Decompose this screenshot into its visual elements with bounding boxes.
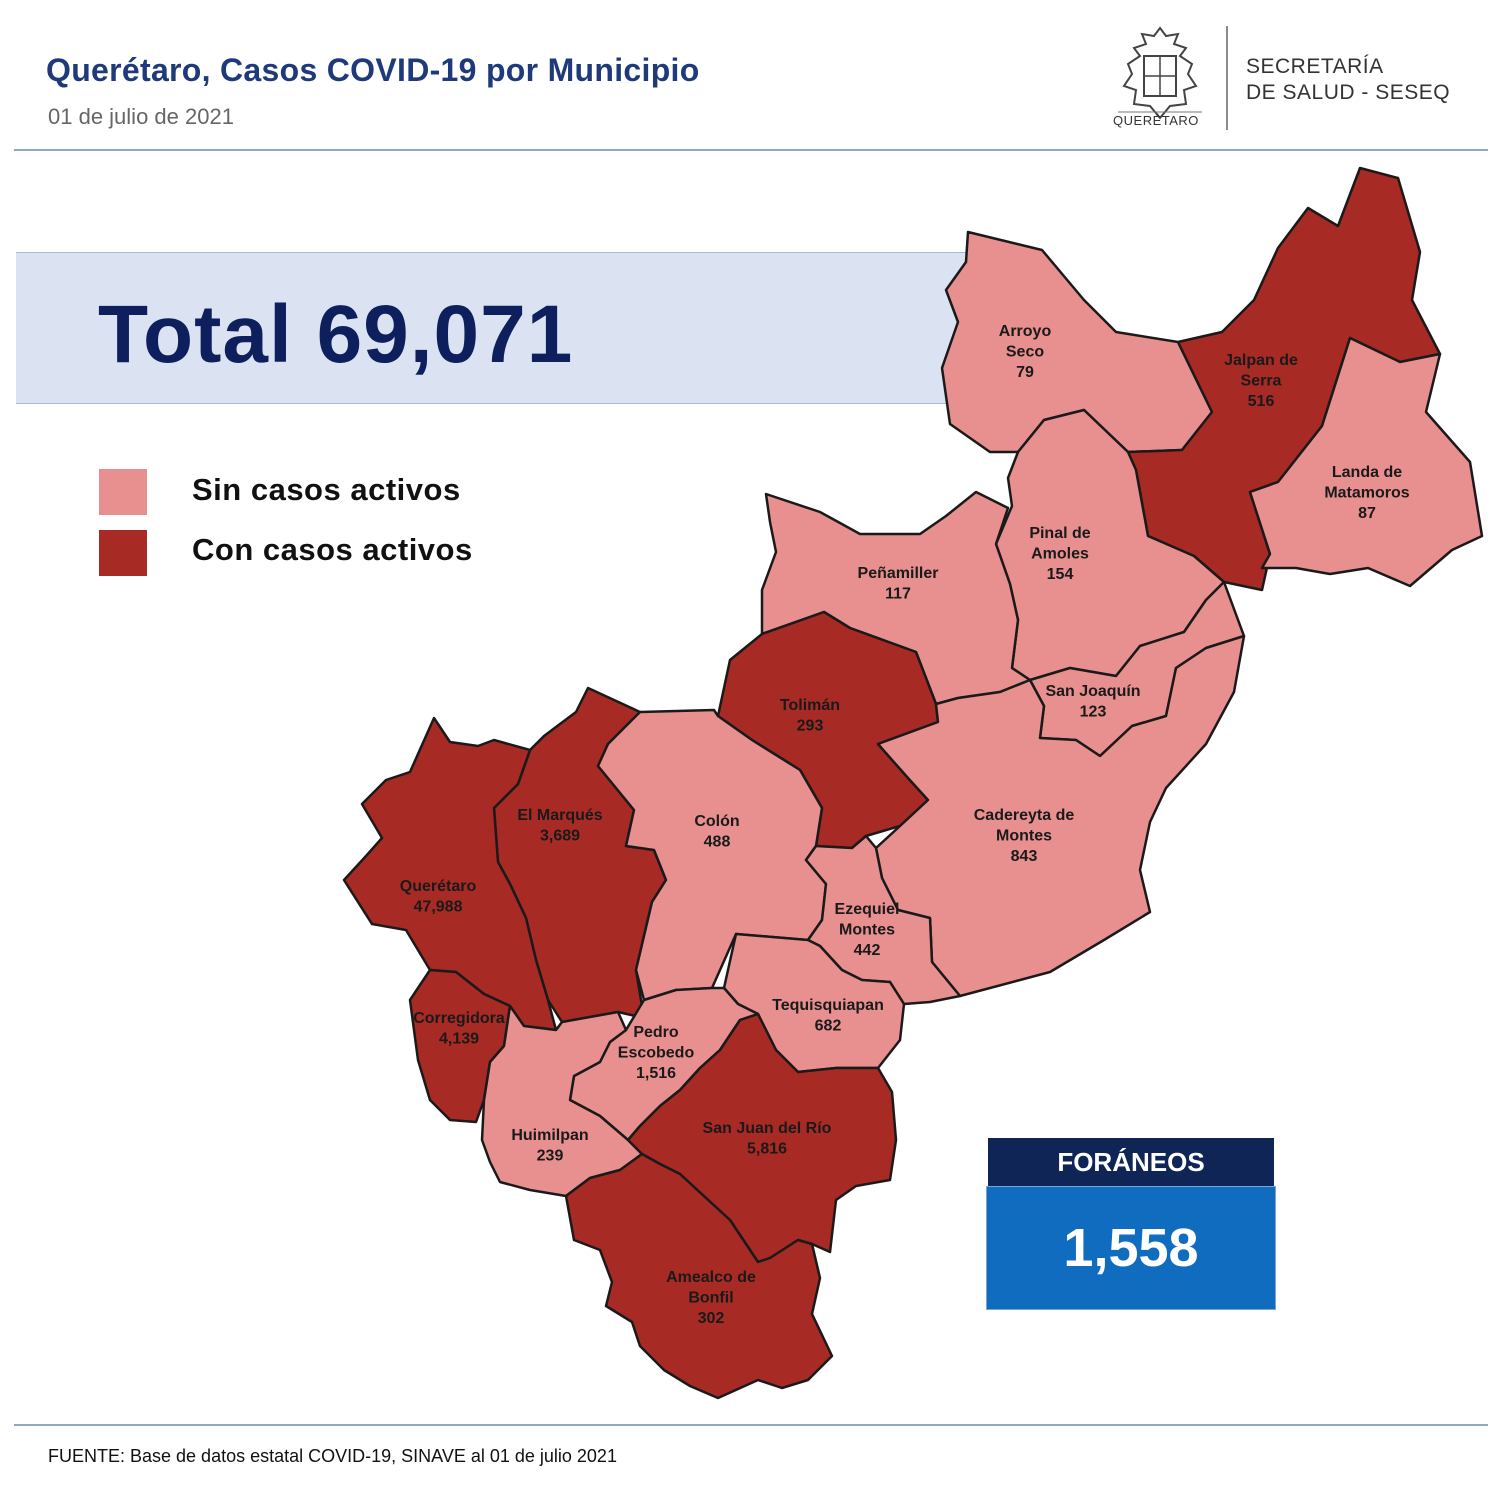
- foraneos-label: FORÁNEOS: [988, 1138, 1274, 1186]
- municipio-region-jalpan: [1126, 166, 1442, 592]
- municipio-label-colon: Colón 488: [694, 813, 739, 851]
- municipio-label-line: Bonfil: [688, 1290, 733, 1307]
- header-rule: [14, 149, 1488, 151]
- municipio-label-line: Ezequiel: [835, 901, 900, 918]
- municipio-label-line: Colón: [694, 813, 739, 830]
- municipio-label-line: Tequisquiapan: [772, 997, 884, 1014]
- municipio-label-line: 5,816: [747, 1141, 787, 1158]
- municipio-label-line: San Juan del Río: [703, 1120, 832, 1137]
- municipio-label-line: El Marqués: [517, 807, 602, 824]
- legend-label-con-casos: Con casos activos: [192, 532, 473, 567]
- municipio-label-line: Arroyo: [999, 323, 1052, 340]
- municipio-label-line: Corregidora: [413, 1010, 505, 1027]
- legend-label-sin-casos: Sin casos activos: [192, 472, 461, 507]
- legend-swatch-sin-casos: [99, 469, 147, 515]
- municipio-label-san-joaquin: San Joaquín 123: [1045, 683, 1140, 721]
- legend-swatch-con-casos: [99, 530, 147, 576]
- municipio-region-amealco: [564, 1152, 834, 1400]
- foraneos-value: 1,558: [986, 1186, 1276, 1310]
- municipio-label-line: Montes: [996, 828, 1052, 845]
- municipio-label-arroyo-seco: Arroyo Seco 79: [999, 323, 1052, 381]
- municipio-label-line: 1,516: [636, 1065, 676, 1082]
- municipio-label-line: 87: [1358, 505, 1376, 522]
- municipio-label-line: Amealco de: [666, 1269, 756, 1286]
- total-band: [16, 252, 1006, 404]
- municipio-label-line: Montes: [839, 922, 895, 939]
- report-date: 01 de julio de 2021: [48, 104, 234, 129]
- page-title: Querétaro, Casos COVID-19 por Municipio: [46, 52, 700, 88]
- municipio-label-line: 47,988: [414, 899, 463, 916]
- total-cases: Total 69,071: [98, 289, 574, 380]
- municipio-label-tequisquiapan: Tequisquiapan 682: [772, 997, 884, 1035]
- municipio-label-line: Pedro: [633, 1024, 679, 1041]
- source-note: FUENTE: Base de datos estatal COVID-19, …: [48, 1446, 617, 1466]
- municipio-label-line: 302: [698, 1310, 725, 1327]
- footer-rule: [14, 1424, 1488, 1426]
- municipio-label-line: 516: [1248, 393, 1275, 410]
- municipio-label-line: Escobedo: [618, 1045, 695, 1062]
- municipio-label-line: 4,139: [439, 1031, 479, 1048]
- municipio-label-line: Landa de: [1332, 464, 1402, 481]
- header-divider: [1226, 26, 1228, 130]
- municipio-label-jalpan: Jalpan de Serra 516: [1224, 352, 1298, 410]
- logo-caption: QUERÉTARO: [1113, 113, 1199, 128]
- municipio-label-line: Jalpan de: [1224, 352, 1298, 369]
- municipio-label-pinal: Pinal de Amoles 154: [1029, 525, 1090, 583]
- municipio-label-line: Serra: [1241, 373, 1282, 390]
- secretaria-line-1: SECRETARÍA: [1246, 55, 1384, 78]
- municipio-label-line: 293: [797, 718, 824, 735]
- municipio-label-line: 154: [1047, 566, 1074, 583]
- municipio-label-line: Matamoros: [1324, 485, 1409, 502]
- municipio-label-line: 843: [1011, 848, 1038, 865]
- municipio-label-line: 123: [1080, 704, 1107, 721]
- municipio-label-huimilpan: Huimilpan 239: [511, 1127, 588, 1165]
- municipio-label-line: 442: [854, 942, 881, 959]
- municipio-label-line: Amoles: [1031, 546, 1089, 563]
- municipio-label-line: 3,689: [540, 828, 580, 845]
- municipio-label-san-juan: San Juan del Río 5,816: [703, 1120, 832, 1158]
- municipio-label-pedro-escobedo: Pedro Escobedo 1,516: [618, 1024, 695, 1082]
- municipio-label-corregidora: Corregidora 4,139: [413, 1010, 505, 1048]
- municipio-label-line: Cadereyta de: [974, 807, 1075, 824]
- municipio-label-cadereyta: Cadereyta de Montes 843: [974, 807, 1075, 865]
- municipio-label-line: Seco: [1006, 344, 1044, 361]
- municipio-label-line: Tolimán: [780, 697, 840, 714]
- municipio-label-line: 239: [537, 1148, 564, 1165]
- secretaria-label: SECRETARÍA DE SALUD - SESEQ: [1246, 54, 1450, 106]
- secretaria-line-2: DE SALUD - SESEQ: [1246, 81, 1451, 104]
- municipio-label-ezequiel: Ezequiel Montes 442: [835, 901, 900, 959]
- municipio-label-line: Querétaro: [400, 878, 477, 895]
- municipio-label-el-marques: El Marqués 3,689: [517, 807, 602, 845]
- municipio-label-landa: Landa de Matamoros 87: [1324, 464, 1409, 522]
- municipio-label-line: 117: [885, 586, 911, 603]
- municipio-label-line: Pinal de: [1029, 525, 1090, 542]
- municipio-label-toliman: Tolimán 293: [780, 697, 840, 735]
- municipio-region-landa: [1248, 336, 1484, 588]
- queretaro-coat-of-arms-icon: [1118, 26, 1202, 120]
- municipio-label-penamiller: Peñamiller 117: [858, 565, 939, 603]
- municipio-label-line: Peñamiller: [858, 565, 939, 582]
- municipio-label-line: 79: [1016, 364, 1034, 381]
- municipio-label-line: San Joaquín: [1045, 683, 1140, 700]
- municipio-label-line: 488: [704, 834, 731, 851]
- municipio-label-amealco: Amealco de Bonfil 302: [666, 1269, 756, 1327]
- municipio-label-line: 682: [815, 1018, 842, 1035]
- municipio-label-queretaro: Querétaro 47,988: [400, 878, 477, 916]
- municipio-label-line: Huimilpan: [511, 1127, 588, 1144]
